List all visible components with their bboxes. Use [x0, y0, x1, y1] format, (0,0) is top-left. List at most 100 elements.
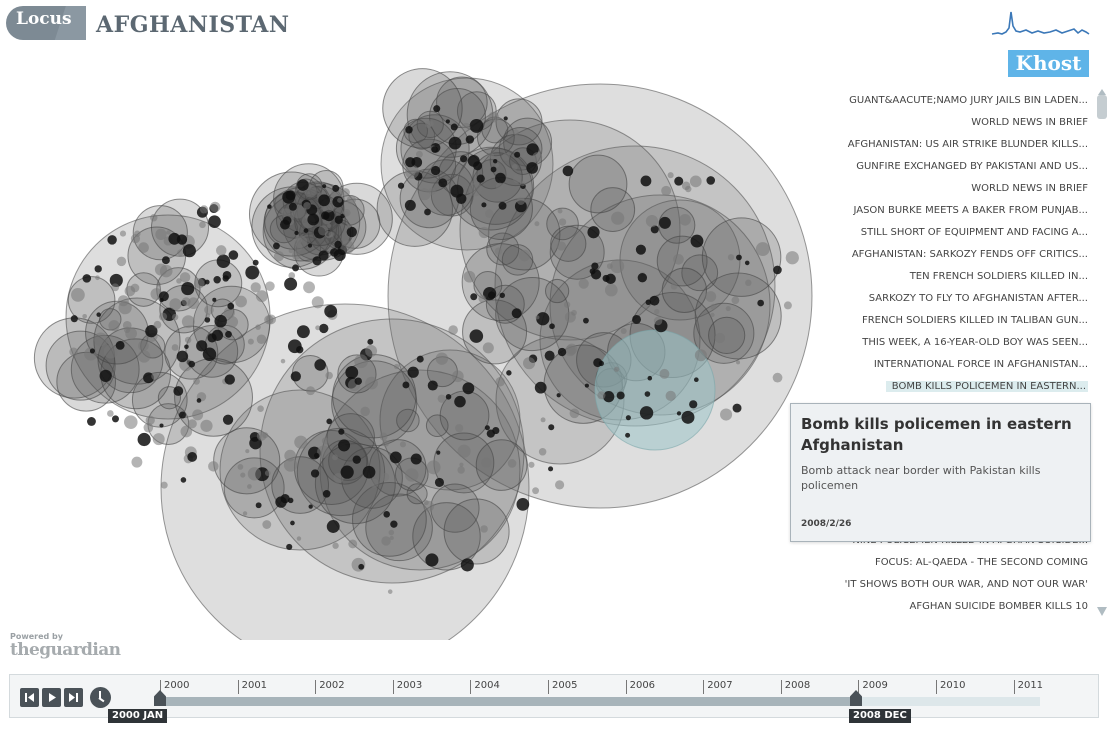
- bubble-dot[interactable]: [166, 230, 171, 235]
- bubble-dot[interactable]: [179, 272, 191, 283]
- range-start-handle[interactable]: [154, 690, 166, 706]
- bubble-dot[interactable]: [369, 478, 379, 488]
- bubble-dot[interactable]: [212, 297, 217, 302]
- bubble-dot[interactable]: [332, 184, 340, 192]
- bubble-dot[interactable]: [390, 520, 398, 528]
- bubble-dot[interactable]: [119, 230, 127, 237]
- bubble-dot[interactable]: [346, 195, 356, 205]
- bubble-dot[interactable]: [486, 429, 495, 438]
- article-item[interactable]: TEN FRENCH SOLDIERS KILLED IN...: [800, 266, 1090, 288]
- bubble-dot[interactable]: [457, 444, 471, 458]
- bubble-dot[interactable]: [130, 234, 141, 244]
- bubble-dot[interactable]: [325, 371, 333, 380]
- bubble[interactable]: [475, 439, 528, 491]
- bubble-dot[interactable]: [204, 317, 211, 323]
- bubble-dot[interactable]: [94, 265, 102, 273]
- bubble-dot[interactable]: [645, 299, 652, 306]
- bubble[interactable]: [681, 254, 719, 292]
- bubble-dot[interactable]: [745, 279, 752, 287]
- bubble-dot[interactable]: [156, 282, 161, 287]
- bubble-dot[interactable]: [448, 325, 458, 335]
- bubble-dot[interactable]: [294, 230, 299, 236]
- bubble-dot[interactable]: [116, 256, 127, 267]
- bubble-dot[interactable]: [438, 178, 448, 188]
- bubble-dot[interactable]: [450, 184, 464, 198]
- bubble-dot[interactable]: [736, 360, 741, 365]
- bubble-dot[interactable]: [196, 398, 202, 403]
- bubble-dot[interactable]: [153, 320, 162, 329]
- bubble-dot[interactable]: [433, 105, 441, 113]
- bubble-dot[interactable]: [326, 520, 340, 533]
- bubble-dot[interactable]: [226, 316, 239, 328]
- bubble-dot[interactable]: [311, 296, 324, 309]
- bubble-dot[interactable]: [360, 406, 370, 417]
- bubble[interactable]: [45, 330, 116, 401]
- bubble-dot[interactable]: [115, 340, 125, 350]
- bubble-dot[interactable]: [516, 196, 525, 205]
- article-item[interactable]: AFGHANISTAN: SARKOZY FENDS OFF CRITICS..…: [800, 244, 1090, 266]
- bubble-dot[interactable]: [143, 422, 154, 433]
- bubble-dot[interactable]: [109, 273, 123, 287]
- bubble-dot[interactable]: [199, 205, 209, 214]
- bubble-dot[interactable]: [290, 520, 295, 526]
- bubble-dot[interactable]: [681, 410, 695, 424]
- bubble-dot[interactable]: [333, 248, 346, 261]
- bubble-dot[interactable]: [111, 283, 120, 292]
- bubble-dot[interactable]: [332, 542, 339, 549]
- bubble-dot[interactable]: [354, 377, 362, 385]
- bubble-dot[interactable]: [494, 247, 503, 255]
- bubble-dot[interactable]: [645, 214, 659, 228]
- bubble-dot[interactable]: [499, 292, 506, 299]
- bubble-dot[interactable]: [535, 315, 540, 320]
- bubble[interactable]: [425, 414, 449, 438]
- bubble-dot[interactable]: [460, 155, 468, 163]
- bubble-dot[interactable]: [468, 182, 483, 197]
- article-item[interactable]: JASON BURKE MEETS A BAKER FROM PUNJAB...: [800, 200, 1090, 222]
- bubble-dot[interactable]: [397, 182, 405, 189]
- bubble-dot[interactable]: [424, 208, 431, 216]
- bubble-dot[interactable]: [427, 380, 438, 391]
- bubble-dot[interactable]: [242, 511, 248, 516]
- bubble-dot[interactable]: [465, 135, 475, 144]
- bubble-dot[interactable]: [307, 243, 313, 248]
- clock-icon[interactable]: [90, 687, 111, 708]
- scroll-down-icon[interactable]: [1097, 607, 1107, 617]
- bubble-dot[interactable]: [532, 487, 540, 495]
- bubble-dot[interactable]: [590, 269, 602, 280]
- bubble-dot[interactable]: [407, 366, 419, 378]
- bubble-dot[interactable]: [137, 432, 151, 447]
- bubble-dot[interactable]: [199, 221, 206, 229]
- bubble-dot[interactable]: [649, 295, 660, 306]
- bubble-dot[interactable]: [318, 225, 329, 236]
- bubble-dot[interactable]: [402, 381, 410, 389]
- bubble-dot[interactable]: [337, 197, 343, 203]
- bubble-dot[interactable]: [785, 251, 799, 265]
- bubble-dot[interactable]: [490, 166, 497, 173]
- bubble-dot[interactable]: [423, 499, 429, 506]
- bubble-dot[interactable]: [653, 316, 663, 326]
- bubble-dot[interactable]: [507, 459, 517, 468]
- bubble-dot[interactable]: [478, 226, 490, 239]
- bubble-dot[interactable]: [181, 315, 195, 329]
- bubble-dot[interactable]: [583, 317, 589, 324]
- bubble-dot[interactable]: [710, 303, 717, 310]
- bubble-dot[interactable]: [158, 312, 168, 321]
- bubble-dot[interactable]: [690, 234, 704, 248]
- bubble-dot[interactable]: [488, 152, 494, 159]
- bubble-dot[interactable]: [108, 320, 120, 332]
- bubble[interactable]: [213, 427, 281, 495]
- bubble-dot[interactable]: [338, 428, 345, 435]
- bubble-dot[interactable]: [548, 466, 554, 472]
- bubble-dot[interactable]: [192, 409, 204, 421]
- bubble-dot[interactable]: [315, 325, 321, 331]
- bubble-dot[interactable]: [415, 150, 423, 158]
- bubble-dot[interactable]: [569, 408, 580, 419]
- bubble-dot[interactable]: [393, 363, 400, 370]
- bubble-dot[interactable]: [498, 201, 507, 210]
- bubble-dot[interactable]: [557, 347, 567, 357]
- bubble-dot[interactable]: [611, 211, 625, 225]
- bubble-dot[interactable]: [179, 411, 186, 419]
- bubble-dot[interactable]: [333, 472, 344, 484]
- bubble-dot[interactable]: [173, 386, 184, 396]
- bubble-dot[interactable]: [240, 472, 246, 478]
